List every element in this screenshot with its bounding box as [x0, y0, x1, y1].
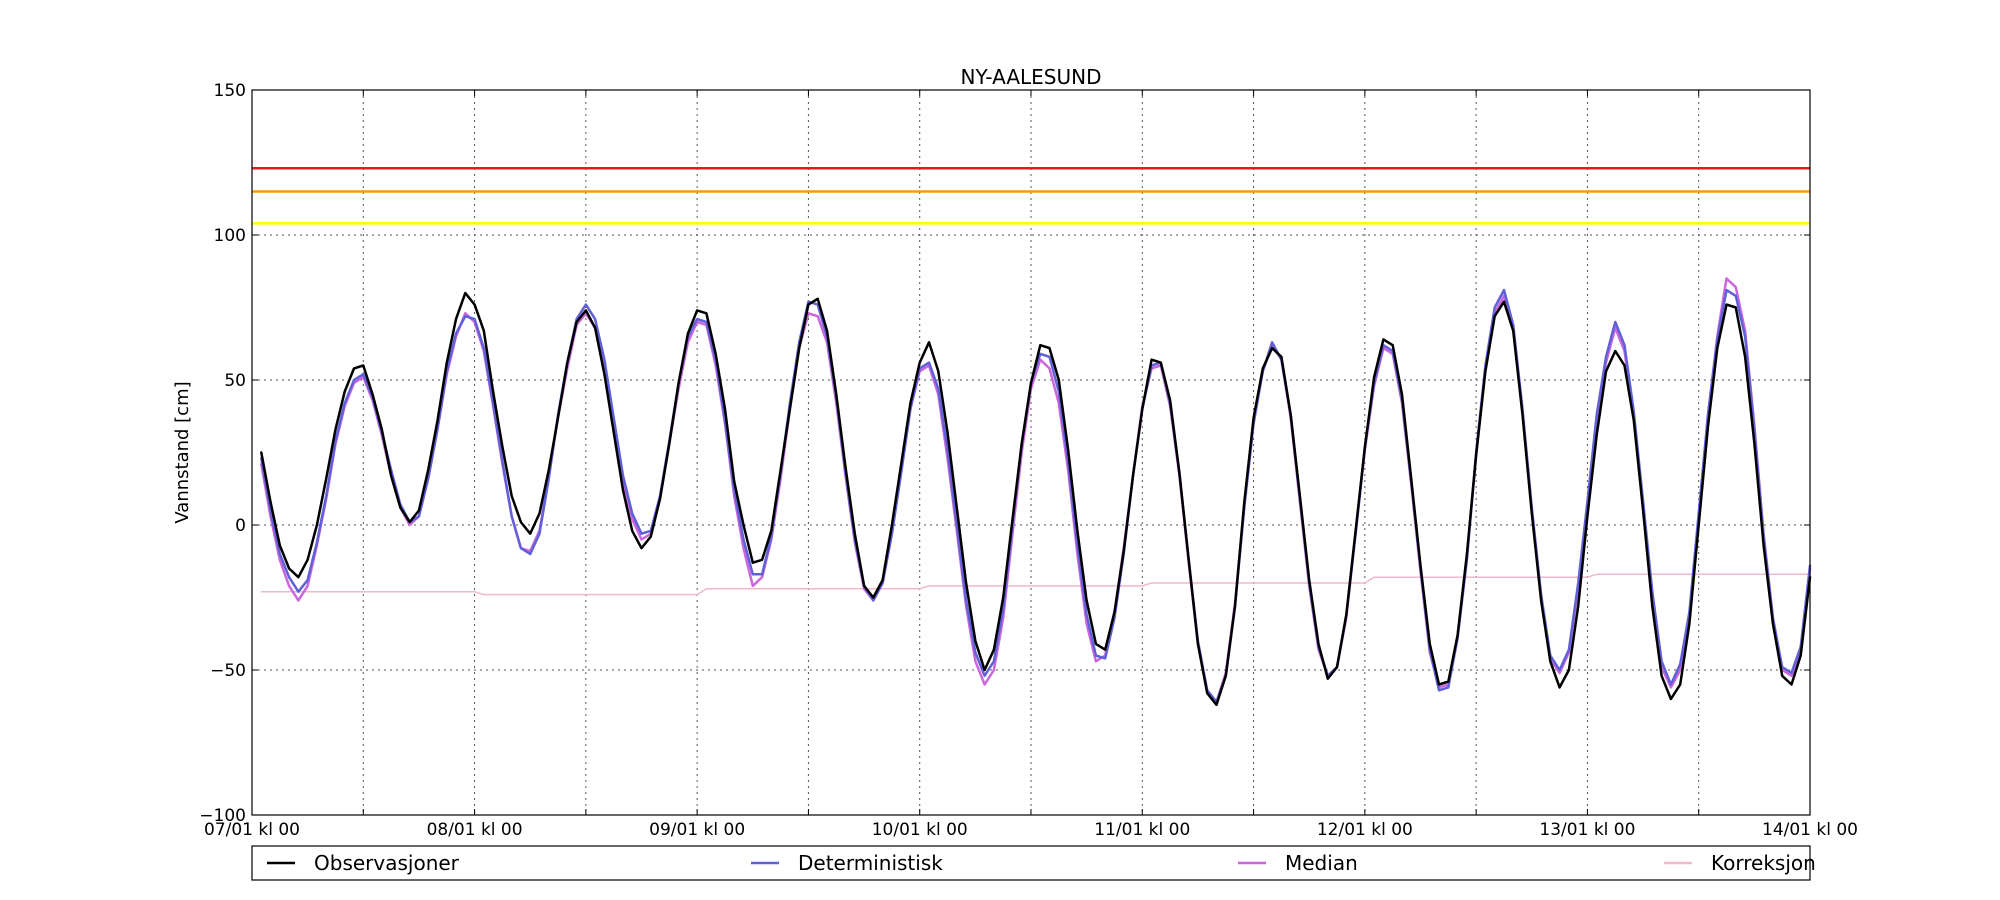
x-tick-label: 08/01 kl 00: [427, 820, 523, 840]
legend-label: Deterministisk: [798, 851, 943, 875]
y-tick-label: −50: [210, 661, 246, 681]
x-tick-label: 11/01 kl 00: [1094, 820, 1190, 840]
series-line-korreksjon: [260, 573, 1811, 596]
series-line-observasjoner: [260, 291, 1812, 707]
chart-title: NY-AALESUND: [961, 65, 1102, 89]
legend-label: Korreksjon: [1711, 851, 1816, 875]
y-tick-label: 150: [214, 81, 246, 101]
y-axis-label: Vannstand [cm]: [172, 381, 193, 523]
x-tick-label: 09/01 kl 00: [649, 820, 745, 840]
x-tick-label: 12/01 kl 00: [1317, 820, 1413, 840]
y-tick-label: −100: [199, 806, 246, 826]
series-line-deterministisk: [260, 288, 1812, 704]
legend-box: [251, 845, 1811, 881]
threshold-lines: [252, 167, 1810, 225]
legend-item: Observasjoner: [267, 851, 460, 875]
grid: [252, 90, 1810, 815]
x-tick-label: 10/01 kl 00: [872, 820, 968, 840]
legend-label: Median: [1285, 851, 1358, 875]
y-tick-label: 0: [235, 516, 246, 536]
legend-label: Observasjoner: [314, 851, 460, 875]
x-tick-label: 13/01 kl 00: [1539, 820, 1635, 840]
x-tick-label: 07/01 kl 00: [204, 820, 300, 840]
series-line-median: [260, 277, 1812, 704]
series-lines: [260, 277, 1812, 707]
legend-item: Korreksjon: [1664, 851, 1816, 875]
axis-ticks: −100 −50 0 50 100 150 07/01 kl 00 08/01 kl 00 09…: [199, 81, 1858, 840]
legend-item: Median: [1238, 851, 1358, 875]
legend-item: Deterministisk: [751, 851, 943, 875]
legend: Observasjoner Deterministisk Median Korreks…: [251, 845, 1816, 881]
x-tick-label: 14/01 kl 00: [1762, 820, 1858, 840]
y-tick-label: 50: [224, 371, 246, 391]
y-tick-label: 100: [214, 226, 246, 246]
